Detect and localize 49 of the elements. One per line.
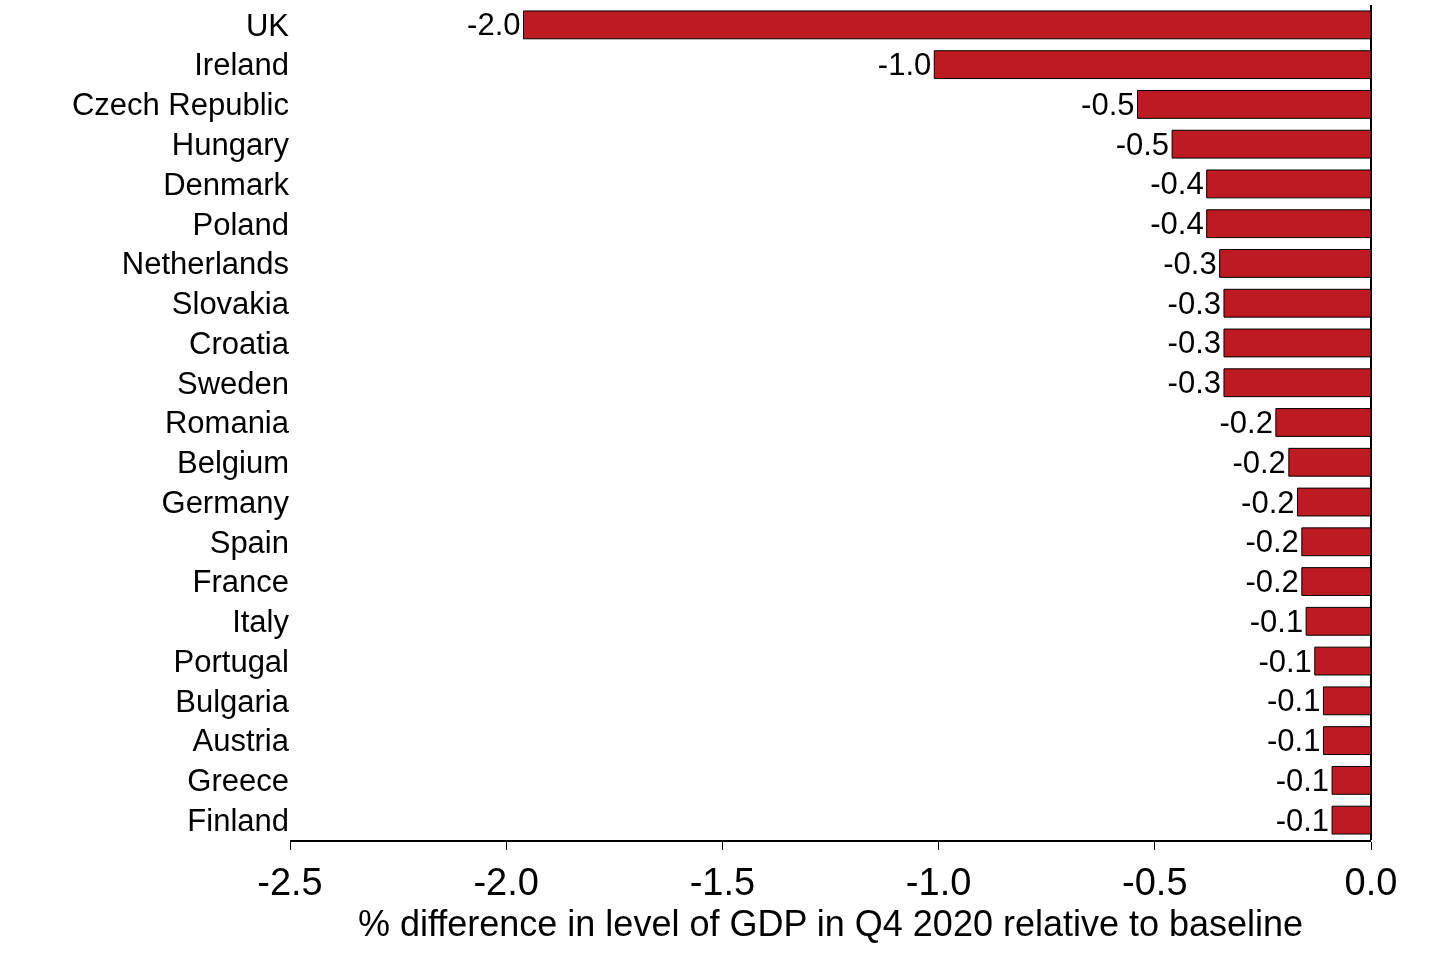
y-tick-label: Czech Republic bbox=[71, 87, 289, 123]
data-label: -0.2 bbox=[1219, 405, 1273, 440]
y-tick-label: Finland bbox=[187, 802, 289, 838]
data-label: -0.2 bbox=[1241, 484, 1295, 520]
data-label: -0.1 bbox=[1275, 762, 1330, 798]
y-tick-label: France bbox=[192, 564, 289, 600]
data-label: -0.2 bbox=[1245, 524, 1299, 560]
x-tick-label: -2.0 bbox=[473, 861, 539, 904]
y-tick-label: Romania bbox=[164, 405, 290, 441]
x-tick-label: -0.5 bbox=[1122, 861, 1188, 904]
data-label: -1.0 bbox=[877, 47, 932, 83]
y-tick-label: Austria bbox=[192, 723, 290, 759]
y-tick-label: Ireland bbox=[194, 47, 289, 83]
data-label: -0.1 bbox=[1267, 723, 1321, 759]
data-label: -0.3 bbox=[1163, 245, 1217, 281]
y-tick-label: Croatia bbox=[189, 325, 290, 361]
y-tick-label: Slovakia bbox=[171, 286, 290, 322]
y-tick-label: Italy bbox=[232, 604, 290, 640]
data-label: -0.1 bbox=[1249, 603, 1304, 639]
data-label: -0.2 bbox=[1245, 564, 1299, 600]
y-tick-label: Belgium bbox=[177, 445, 289, 481]
y-tick-label: Hungary bbox=[171, 127, 290, 163]
data-label: -0.4 bbox=[1150, 206, 1204, 242]
data-label: -0.4 bbox=[1150, 166, 1204, 202]
y-tick-label: UK bbox=[245, 7, 290, 43]
data-label: -0.2 bbox=[1232, 444, 1286, 480]
data-label: -0.5 bbox=[1081, 86, 1135, 122]
x-tick-label: 0.0 bbox=[1344, 861, 1398, 904]
data-label: -0.1 bbox=[1275, 802, 1330, 838]
y-tick-label: Bulgaria bbox=[175, 683, 290, 719]
data-label: -0.5 bbox=[1115, 126, 1170, 162]
data-label: -2.0 bbox=[467, 7, 521, 43]
x-tick-label: -1.5 bbox=[689, 861, 756, 904]
y-tick-label: Greece bbox=[187, 763, 289, 799]
data-label: -0.1 bbox=[1267, 683, 1321, 719]
x-tick-label: -1.0 bbox=[905, 861, 972, 904]
data-label: -0.3 bbox=[1167, 285, 1221, 321]
x-axis-title: % difference in level of GDP in Q4 2020 relative to baseline bbox=[357, 903, 1304, 945]
x-tick-label: -2.5 bbox=[257, 861, 323, 904]
y-tick-label: Spain bbox=[209, 524, 289, 560]
y-tick-label: Germany bbox=[161, 484, 290, 520]
data-label: -0.3 bbox=[1167, 365, 1221, 401]
data-label: -0.1 bbox=[1258, 643, 1312, 679]
y-tick-label: Portugal bbox=[173, 643, 289, 679]
y-tick-label: Denmark bbox=[163, 166, 290, 202]
y-tick-label: Poland bbox=[192, 206, 289, 242]
y-tick-label: Netherlands bbox=[121, 246, 289, 282]
data-label: -0.3 bbox=[1167, 325, 1221, 361]
y-tick-label: Sweden bbox=[176, 365, 289, 401]
